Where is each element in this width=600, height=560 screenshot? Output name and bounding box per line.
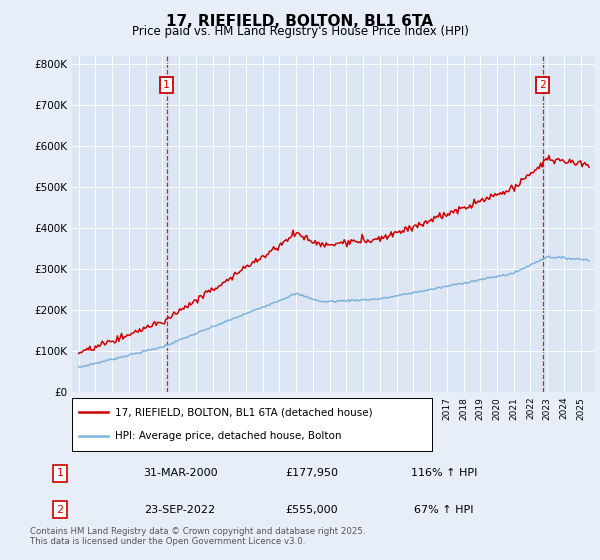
Text: 31-MAR-2000: 31-MAR-2000 (143, 468, 217, 478)
Text: £177,950: £177,950 (286, 468, 338, 478)
Text: Price paid vs. HM Land Registry's House Price Index (HPI): Price paid vs. HM Land Registry's House … (131, 25, 469, 38)
Text: 23-SEP-2022: 23-SEP-2022 (145, 505, 215, 515)
Text: 2: 2 (56, 505, 64, 515)
Text: 67% ↑ HPI: 67% ↑ HPI (414, 505, 474, 515)
Text: 1: 1 (163, 80, 170, 90)
Text: 116% ↑ HPI: 116% ↑ HPI (411, 468, 477, 478)
Text: Contains HM Land Registry data © Crown copyright and database right 2025.
This d: Contains HM Land Registry data © Crown c… (30, 526, 365, 546)
Text: 1: 1 (56, 468, 64, 478)
Text: £555,000: £555,000 (286, 505, 338, 515)
Text: 17, RIEFIELD, BOLTON, BL1 6TA (detached house): 17, RIEFIELD, BOLTON, BL1 6TA (detached … (115, 408, 373, 418)
Text: 2: 2 (539, 80, 546, 90)
Text: HPI: Average price, detached house, Bolton: HPI: Average price, detached house, Bolt… (115, 431, 342, 441)
Text: 17, RIEFIELD, BOLTON, BL1 6TA: 17, RIEFIELD, BOLTON, BL1 6TA (167, 14, 433, 29)
